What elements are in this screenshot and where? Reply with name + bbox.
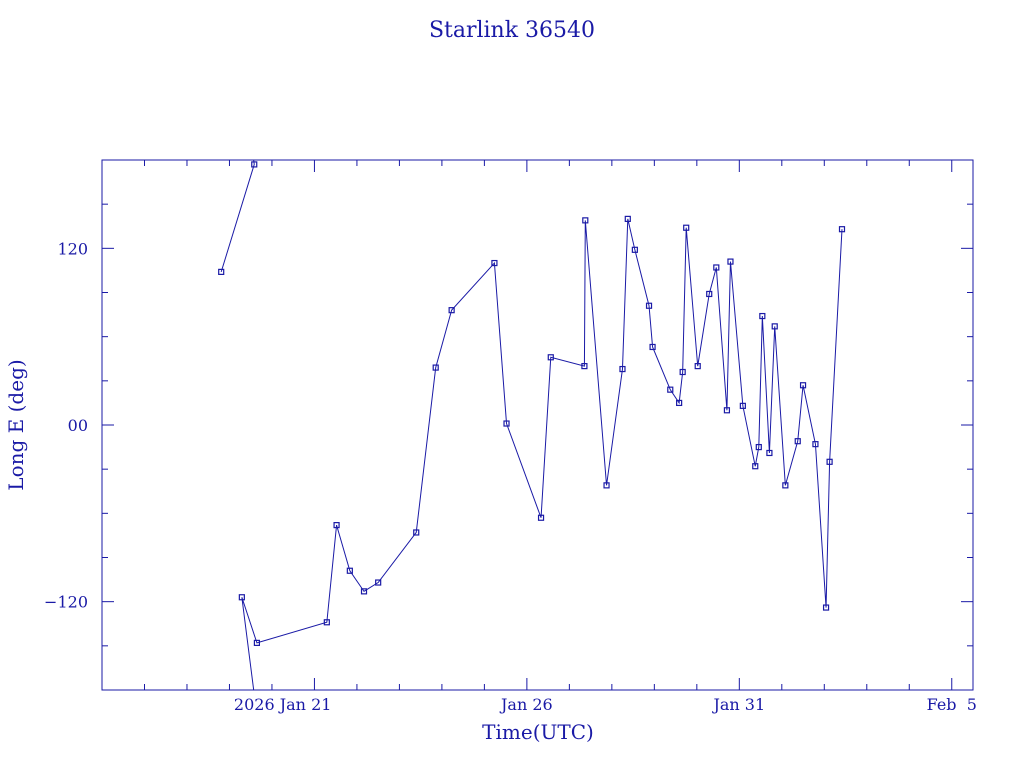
data-point (723, 407, 731, 414)
data-point (755, 443, 762, 451)
data-point (360, 588, 368, 595)
data-point (448, 307, 455, 314)
data-point (771, 323, 778, 330)
y-tick-label: 00 (68, 416, 88, 435)
x-axis-title: Time(UTC) (482, 720, 594, 744)
data-point (799, 382, 807, 389)
data-point (346, 567, 353, 574)
data-point (683, 224, 690, 231)
data-point (649, 343, 656, 351)
data-point (238, 594, 245, 601)
data-point (766, 449, 773, 457)
data-point (375, 579, 382, 586)
data-point (782, 482, 789, 489)
x-tick-label: Jan 26 (499, 695, 553, 714)
x-tick-label: Feb 5 (927, 695, 977, 714)
data-point (727, 258, 734, 265)
data-point (631, 246, 638, 253)
data-point (581, 363, 588, 370)
y-tick-label: −120 (44, 593, 88, 612)
data-point (251, 161, 258, 168)
data-point (547, 354, 554, 361)
data-point (491, 259, 498, 267)
data-point (713, 264, 720, 271)
data-point (694, 363, 701, 370)
data-point (838, 226, 846, 233)
y-axis-title: Long E (deg) (4, 359, 28, 490)
x-tick-label: Jan 31 (711, 695, 765, 714)
data-point (323, 619, 330, 626)
series-line (220, 160, 843, 690)
tick-marks (101, 160, 973, 690)
data-point (603, 482, 610, 489)
tick-labels: 120 00 −120 2026 Jan 21 Jan 26 Jan 31 Feb 5 (44, 239, 977, 714)
data-point (676, 399, 683, 407)
data-point (794, 438, 801, 445)
data-point (582, 217, 589, 224)
data-point (624, 215, 631, 222)
data-point (619, 365, 626, 373)
data-point (645, 302, 653, 309)
data-point (752, 463, 759, 470)
data-point (218, 268, 225, 275)
y-tick-label: 120 (57, 239, 88, 258)
x-tick-label: 2026 Jan 21 (234, 695, 332, 714)
data-point (667, 386, 674, 393)
plot-frame (101, 159, 974, 691)
data-point (822, 604, 830, 611)
data-point (706, 290, 713, 298)
data-point (432, 364, 439, 371)
data-point (739, 402, 746, 409)
data-point (333, 522, 340, 529)
data-point (812, 441, 819, 448)
data-point (413, 529, 420, 536)
data-point (253, 639, 261, 646)
data-point (759, 312, 766, 320)
data-point (679, 368, 686, 376)
data-point (826, 458, 833, 465)
data-point (537, 514, 545, 521)
series-points (218, 161, 846, 646)
series-line-path (220, 160, 843, 690)
chart-title: Starlink 36540 (429, 18, 595, 43)
data-point (503, 420, 510, 427)
